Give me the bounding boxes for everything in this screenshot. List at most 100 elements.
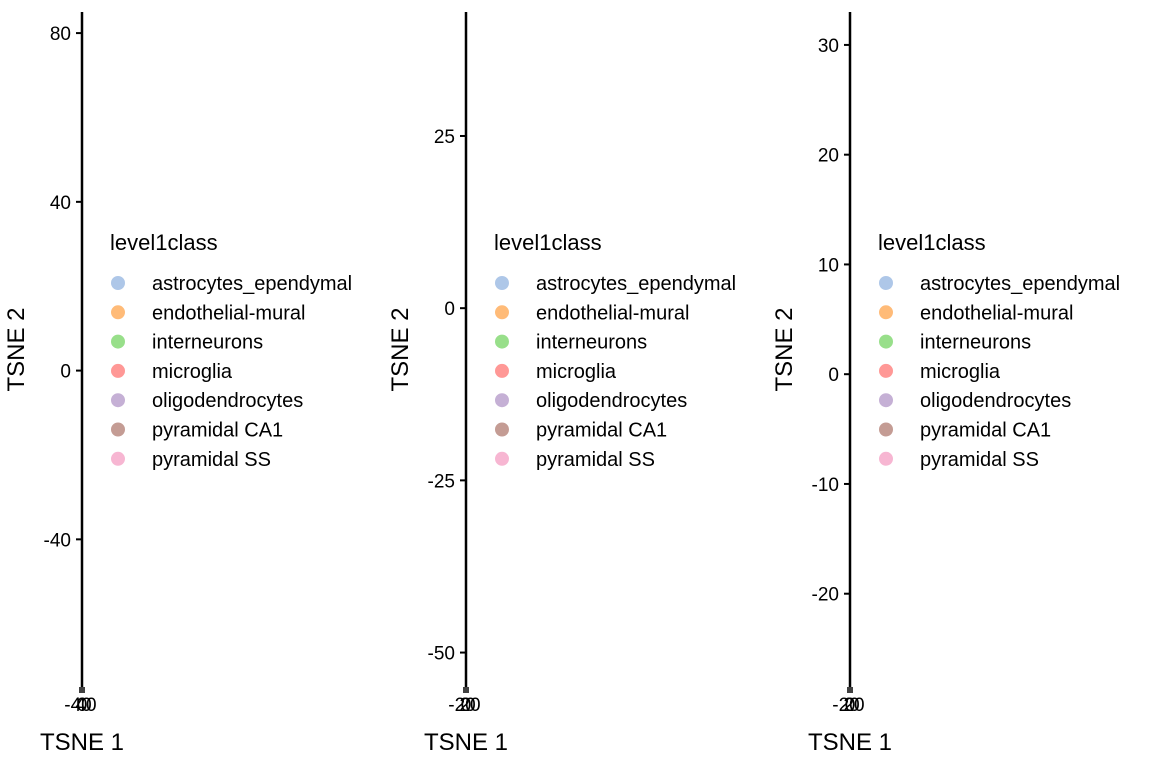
legend-label: endothelial-mural: [152, 302, 305, 324]
legend-item: astrocytes_ependymal: [879, 273, 1120, 295]
legend-label: astrocytes_ependymal: [152, 273, 352, 295]
legend-label: interneurons: [152, 332, 263, 354]
legend-label: endothelial-mural: [920, 302, 1073, 324]
y-tick-label: 0: [444, 299, 455, 320]
legend-label: astrocytes_ependymal: [536, 273, 736, 295]
legend-marker: [111, 305, 125, 320]
y-tick-label: -20: [812, 585, 839, 606]
legend-marker: [879, 393, 893, 408]
y-tick-label: 0: [60, 362, 71, 383]
legend-item: astrocytes_ependymal: [495, 273, 736, 295]
legend-marker: [495, 363, 509, 378]
legend-label: astrocytes_ependymal: [920, 273, 1120, 295]
legend-label: microglia: [920, 361, 1001, 383]
y-tick-label: 10: [818, 255, 839, 276]
y-tick-label: 25: [434, 127, 455, 148]
legend-item: pyramidal SS: [495, 449, 655, 471]
y-tick-label: 30: [818, 36, 839, 57]
legend-label: oligodendrocytes: [536, 390, 687, 412]
legend-marker: [879, 334, 893, 349]
legend-item: pyramidal CA1: [879, 420, 1051, 442]
legend-marker: [111, 451, 125, 466]
legend-label: pyramidal CA1: [536, 420, 667, 442]
legend-label: endothelial-mural: [536, 302, 689, 324]
legend-label: oligodendrocytes: [920, 390, 1071, 412]
legend-item: pyramidal SS: [879, 449, 1039, 471]
legend-item: oligodendrocytes: [879, 390, 1071, 412]
legend-marker: [879, 422, 893, 437]
legend-marker: [879, 305, 893, 320]
legend-item: pyramidal CA1: [495, 420, 667, 442]
legend-label: pyramidal CA1: [920, 420, 1051, 442]
legend-item: endothelial-mural: [111, 302, 305, 324]
legend-marker: [879, 363, 893, 378]
legend-marker: [111, 334, 125, 349]
legend: level1class astrocytes_ependymal endotheli…: [110, 230, 352, 471]
x-tick-label: 20: [459, 695, 480, 716]
legend-label: interneurons: [920, 332, 1031, 354]
legend-item: microglia: [495, 361, 617, 383]
y-tick-label: 80: [50, 24, 71, 45]
legend-title: level1class: [110, 230, 218, 255]
legend: level1class astrocytes_ependymal endotheli…: [494, 230, 736, 471]
legend-item: endothelial-mural: [879, 302, 1073, 324]
legend-item: astrocytes_ependymal: [111, 273, 352, 295]
legend-marker: [111, 393, 125, 408]
legend-marker: [495, 305, 509, 320]
legend-label: pyramidal SS: [536, 449, 655, 471]
y-tick-label: 40: [50, 193, 71, 214]
y-tick-label: -40: [44, 530, 71, 551]
x-tick-label: 20: [843, 695, 864, 716]
legend-marker: [495, 276, 509, 290]
legend-title: level1class: [494, 230, 602, 255]
legend-item: endothelial-mural: [495, 302, 689, 324]
x-axis-title: TSNE 1: [808, 729, 892, 756]
legend-label: pyramidal SS: [920, 449, 1039, 471]
x-axis-title: TSNE 1: [424, 729, 508, 756]
legend: level1class astrocytes_ependymal endotheli…: [878, 230, 1120, 471]
legend-item: microglia: [111, 361, 233, 383]
x-tick-label: 40: [75, 695, 96, 716]
legend-marker: [495, 422, 509, 437]
legend-marker: [879, 451, 893, 466]
legend-label: interneurons: [536, 332, 647, 354]
legend-marker: [111, 422, 125, 437]
legend-marker: [879, 276, 893, 290]
legend-label: oligodendrocytes: [152, 390, 303, 412]
legend-title: level1class: [878, 230, 986, 255]
x-tick-label: 0: [77, 695, 88, 716]
y-tick-label: 0: [828, 365, 839, 386]
x-tick-label: -20: [832, 695, 859, 716]
legend-label: microglia: [536, 361, 617, 383]
legend-marker: [495, 451, 509, 466]
legend-label: pyramidal SS: [152, 449, 271, 471]
y-tick-label: -25: [428, 471, 455, 492]
legend-marker: [495, 334, 509, 349]
legend-item: interneurons: [111, 332, 263, 354]
legend-label: microglia: [152, 361, 233, 383]
legend-label: pyramidal CA1: [152, 420, 283, 442]
y-tick-label: -10: [812, 475, 839, 496]
y-tick-label: -50: [428, 644, 455, 665]
y-axis-title: TSNE 2: [387, 307, 414, 391]
y-axis-title: TSNE 2: [3, 307, 30, 391]
legend-item: pyramidal SS: [111, 449, 271, 471]
x-axis-title: TSNE 1: [40, 729, 124, 756]
x-tick-label: 0: [845, 695, 856, 716]
y-axis-title: TSNE 2: [771, 307, 798, 391]
legend-item: microglia: [879, 361, 1001, 383]
legend-item: interneurons: [495, 332, 647, 354]
legend-item: interneurons: [879, 332, 1031, 354]
legend-item: oligodendrocytes: [495, 390, 687, 412]
legend-marker: [495, 393, 509, 408]
y-tick-label: 20: [818, 146, 839, 167]
legend-item: pyramidal CA1: [111, 420, 283, 442]
legend-marker: [111, 363, 125, 378]
x-tick-label: -20: [448, 695, 475, 716]
x-tick-label: 0: [461, 695, 472, 716]
